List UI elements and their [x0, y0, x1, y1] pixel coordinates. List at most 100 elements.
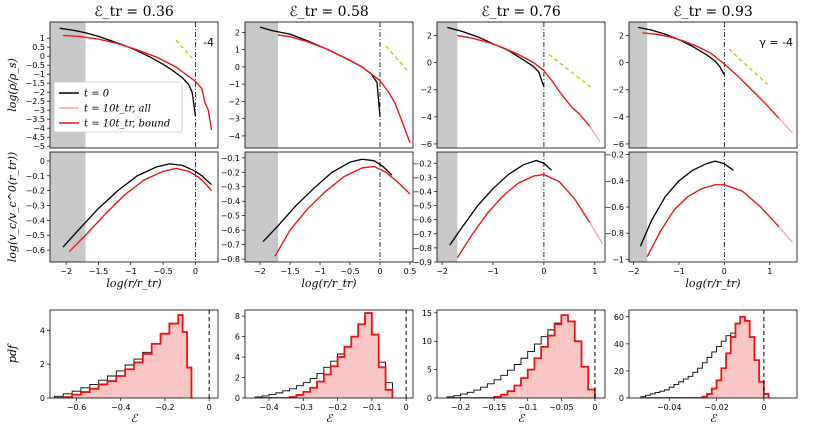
x-tick-label: −0.5	[340, 267, 359, 276]
gamma-annotation: γ = -4	[759, 36, 793, 49]
x-tick-label: −0.6	[67, 403, 86, 412]
series-all	[456, 173, 604, 259]
x-tick-label: 0	[193, 267, 198, 276]
panel-velocity-3: −0.2 −0.4 −0.6 −0.8 −1 −2 −1 0 1 log(r/r_tr)	[605, 151, 798, 290]
y-tick-label: −1	[33, 70, 45, 79]
series-bound	[274, 165, 411, 257]
slope-guide-line	[548, 53, 593, 89]
axes-frame	[628, 21, 798, 149]
y-tick-label: −0.8	[605, 229, 624, 238]
legend-label: t = 10t_tr, bound	[84, 119, 170, 130]
y-tick-label: 4	[235, 353, 240, 362]
x-tick-label: −0.2	[155, 403, 174, 412]
y-tick-label: −4.5	[26, 133, 45, 142]
x-tick-label: −2	[254, 267, 266, 276]
y-tick-label: −0.4	[26, 216, 45, 225]
slope-guide-line	[728, 48, 768, 85]
x-tick-label: 0	[541, 267, 546, 276]
histogram-fill	[54, 315, 192, 398]
y-tick-label: 2	[40, 360, 45, 369]
y-tick-label: −0.2	[221, 168, 240, 177]
y-tick-label: −0.3	[221, 183, 240, 192]
x-axis-label: ℰ	[710, 412, 718, 425]
y-axis-label: log(ρ/ρ_s)	[6, 58, 19, 112]
y-tick-label: −3	[228, 115, 240, 124]
series-bound	[68, 167, 213, 253]
y-tick-label: −3.5	[26, 115, 45, 124]
series-all	[457, 34, 601, 142]
plot-area	[50, 152, 213, 262]
slope-guide-line	[385, 45, 408, 71]
series-initial	[262, 158, 393, 243]
series-bound	[642, 32, 780, 119]
x-tick-label: −1.5	[280, 267, 299, 276]
y-tick-label: 40	[614, 340, 624, 349]
y-tick-label: 1	[40, 34, 45, 43]
y-tick-label: 0	[427, 59, 432, 68]
y-tick-label: 0	[619, 394, 624, 403]
y-tick-label: −0.2	[26, 187, 45, 196]
y-tick-label: −0.5	[26, 231, 45, 240]
y-tick-label: 0	[40, 157, 45, 166]
y-tick-label: −0.2	[605, 151, 624, 160]
x-tick-label: −2	[436, 267, 448, 276]
y-tick-label: −2	[420, 86, 432, 95]
y-tick-label: 4	[40, 326, 45, 335]
x-tick-label: −0.3	[294, 403, 313, 412]
y-tick-label: 0	[235, 63, 240, 72]
axes-frame	[628, 309, 798, 399]
x-axis-label: ℰ	[326, 412, 334, 425]
legend-label: t = 0	[84, 89, 110, 100]
y-tick-label: −1	[228, 80, 240, 89]
y-tick-label: −4	[420, 113, 432, 122]
y-tick-label: −0.5	[221, 212, 240, 221]
series-all	[646, 184, 793, 258]
y-tick-label: 2	[235, 28, 240, 37]
y-tick-label: 6	[235, 333, 240, 342]
x-tick-label: 0	[761, 403, 766, 412]
series-initial	[637, 26, 725, 76]
y-tick-label: −1.5	[26, 79, 45, 88]
y-tick-label: −0.3	[413, 173, 432, 182]
y-tick-label: 0	[619, 59, 624, 68]
histogram-fill	[640, 316, 769, 398]
y-tick-label: 15	[422, 309, 432, 318]
y-tick-label: −6	[420, 140, 432, 149]
series-bound	[277, 34, 411, 144]
y-tick-label: 10	[422, 337, 432, 346]
x-tick-label: −0.2	[328, 403, 347, 412]
axes-frame	[244, 151, 414, 263]
series-initial	[59, 27, 197, 116]
panel-velocity-2: −0.2 −0.3 −0.4 −0.5 −0.6 −0.7 −0.8 −0.9 −2 −1 0 1	[413, 151, 606, 276]
shaded-region	[245, 22, 278, 148]
x-tick-label: 0	[377, 267, 382, 276]
y-tick-label: 0	[40, 52, 45, 61]
y-tick-label: −0.1	[221, 154, 240, 163]
plot-area	[446, 310, 596, 398]
y-tick-label: −4	[33, 124, 45, 133]
panel-title: ℰ_tr = 0.36	[94, 4, 174, 20]
y-tick-label: −0.6	[26, 246, 45, 255]
y-tick-label: −0.1	[26, 172, 45, 181]
y-tick-label: 20	[614, 367, 624, 376]
panel-velocity-1: −0.1 −0.2 −0.3 −0.4 −0.5 −0.6 −0.7 −0.8 −2 −1.5 −1…	[221, 151, 416, 290]
x-tick-label: −0.4	[259, 403, 278, 412]
panel-title: ℰ_tr = 0.58	[289, 4, 369, 20]
y-tick-label: −0.6	[221, 226, 240, 235]
shaded-region	[50, 152, 86, 262]
x-tick-label: −1	[314, 267, 326, 276]
y-tick-label: −0.8	[221, 255, 240, 264]
x-tick-label: −0.1	[518, 403, 537, 412]
shaded-region	[437, 22, 458, 148]
x-tick-label: 0	[592, 403, 597, 412]
y-tick-label: −5	[33, 142, 45, 151]
plot-area	[254, 310, 407, 398]
y-tick-label: −0.9	[413, 258, 432, 267]
x-tick-label: −1	[673, 267, 685, 276]
histogram-fill	[447, 315, 595, 398]
y-tick-label: 2	[619, 32, 624, 41]
x-tick-label: −2	[628, 267, 640, 276]
plot-area	[245, 22, 411, 148]
